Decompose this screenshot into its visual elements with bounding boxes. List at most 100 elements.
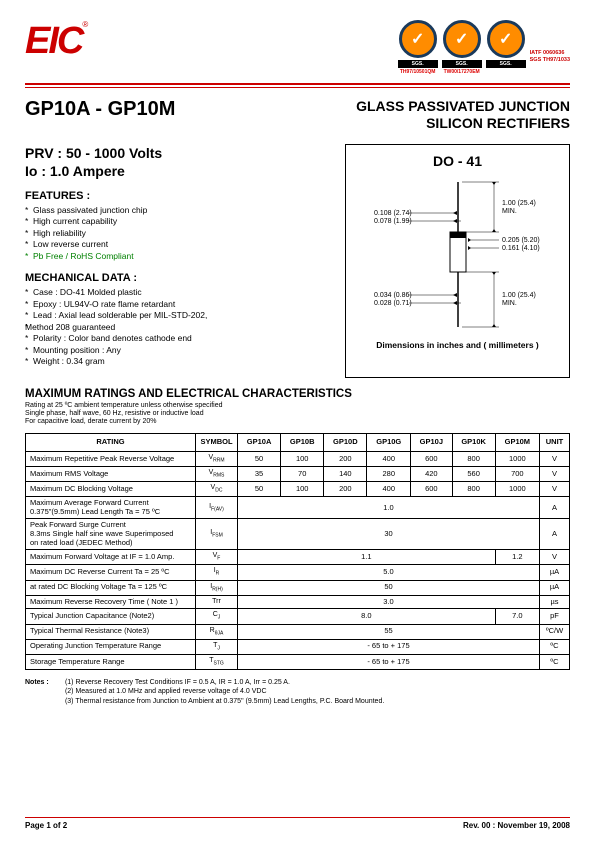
- ratings-heading: MAXIMUM RATINGS AND ELECTRICAL CHARACTER…: [25, 388, 570, 400]
- table-row: Peak Forward Surge Current8.3ms Single h…: [26, 519, 570, 550]
- rating-symbol: IF(AV): [196, 497, 238, 519]
- features-heading: FEATURES :: [25, 190, 330, 202]
- logo-text: EIC: [25, 20, 82, 63]
- rating-value: 400: [367, 482, 411, 497]
- rating-value: 30: [238, 519, 540, 550]
- rating-symbol: VF: [196, 550, 238, 565]
- rating-value: 35: [238, 466, 281, 481]
- mech-item: Epoxy : UL94V-O rate flame retardant: [25, 299, 330, 310]
- certifications: ✓ SGS. TH97/10501QM ✓ SGS. TW00/17270EM …: [398, 20, 570, 75]
- package-outline-box: DO - 41 0.108 (2.74) 0.078 (1.99) 1.00 (…: [345, 144, 570, 378]
- footer-divider: [25, 817, 570, 818]
- ratings-sub2: Single phase, half wave, 60 Hz, resistiv…: [25, 410, 570, 418]
- cert-sgs: SGS.: [398, 60, 438, 68]
- title-row: GP10A - GP10M GLASS PASSIVATED JUNCTION …: [25, 98, 570, 132]
- rating-symbol: CJ: [196, 609, 238, 624]
- registered-mark: ®: [82, 20, 88, 29]
- cert-label: TW00/17270EM: [442, 69, 482, 75]
- rating-unit: A: [540, 497, 570, 519]
- rating-value: 70: [281, 466, 324, 481]
- page-header: EIC ® ✓ SGS. TH97/10501QM ✓ SGS. TW00/17…: [25, 20, 570, 75]
- divider-thin: [25, 87, 570, 88]
- dim-lead-dia-top: 0.108 (2.74): [374, 210, 412, 217]
- features-list: Glass passivated junction chip High curr…: [25, 205, 330, 262]
- cert-badge-2: ✓ SGS. TW00/17270EM: [442, 20, 482, 75]
- mech-item: Lead : Axial lead solderable per MIL-STD…: [25, 310, 330, 321]
- mechanical-heading: MECHANICAL DATA :: [25, 272, 330, 284]
- rating-value: 200: [324, 451, 367, 466]
- page-number: Page 1 of 2: [25, 821, 67, 830]
- footer-row: Page 1 of 2 Rev. 00 : November 19, 2008: [25, 821, 570, 830]
- cert-side-labels: IATF 0060636 SGS TH97/1033: [530, 20, 570, 64]
- rating-value: 7.0: [495, 609, 539, 624]
- divider-thick: [25, 83, 570, 85]
- rating-value: 8.0: [238, 609, 496, 624]
- prv-spec: PRV : 50 - 1000 Volts: [25, 144, 330, 162]
- table-row: Maximum Average Forward Current0.375"(9.…: [26, 497, 570, 519]
- note-1: (1) Reverse Recovery Test Conditions IF …: [65, 678, 568, 687]
- notes-section: Notes : (1) Reverse Recovery Test Condit…: [25, 678, 570, 706]
- rating-value: 50: [238, 580, 540, 595]
- dim-body-dia-top: 0.205 (5.20): [502, 237, 540, 244]
- rating-value: 50: [238, 451, 281, 466]
- feature-item: Glass passivated junction chip: [25, 205, 330, 216]
- col-part: GP10J: [411, 433, 452, 451]
- table-row: Typical Junction Capacitance (Note2)CJ8.…: [26, 609, 570, 624]
- rating-value: 700: [495, 466, 539, 481]
- rating-label: at rated DC Blocking Voltage Ta = 125 ºC: [26, 580, 196, 595]
- package-diagram: 0.108 (2.74) 0.078 (1.99) 1.00 (25.4) MI…: [354, 177, 562, 332]
- col-part: GP10K: [452, 433, 495, 451]
- rating-unit: pF: [540, 609, 570, 624]
- mechanical-list: Case : DO-41 Molded plastic Epoxy : UL94…: [25, 287, 330, 367]
- rating-unit: V: [540, 466, 570, 481]
- rating-value: 600: [411, 482, 452, 497]
- dim-body-len: 1.00 (25.4): [502, 292, 536, 299]
- note-3: (3) Thermal resistance from Junction to …: [65, 697, 568, 706]
- rating-value: 50: [238, 482, 281, 497]
- dim-lead-len: 1.00 (25.4): [502, 200, 536, 207]
- notes-label: Notes :: [25, 678, 63, 687]
- col-part: GP10M: [495, 433, 539, 451]
- cert-icon: ✓: [399, 20, 437, 58]
- table-row: Maximum DC Reverse Current Ta = 25 ºCIR5…: [26, 565, 570, 580]
- rating-unit: µs: [540, 595, 570, 609]
- rating-label: Storage Temperature Range: [26, 654, 196, 669]
- cert-sgs: SGS.: [486, 60, 526, 68]
- main-content: PRV : 50 - 1000 Volts Io : 1.0 Ampere FE…: [25, 144, 570, 378]
- notes-body: (1) Reverse Recovery Test Conditions IF …: [65, 678, 568, 706]
- cert-sgs: SGS.: [442, 60, 482, 68]
- rating-unit: µA: [540, 580, 570, 595]
- ratings-sub3: For capacitive load, derate current by 2…: [25, 418, 570, 426]
- rating-label: Maximum DC Blocking Voltage: [26, 482, 196, 497]
- mech-item: Mounting position : Any: [25, 345, 330, 356]
- rating-label: Maximum Reverse Recovery Time ( Note 1 ): [26, 595, 196, 609]
- rating-label: Maximum Average Forward Current0.375"(9.…: [26, 497, 196, 519]
- mech-item: Case : DO-41 Molded plastic: [25, 287, 330, 298]
- feature-item: High reliability: [25, 228, 330, 239]
- col-part: GP10B: [281, 433, 324, 451]
- col-part: GP10G: [367, 433, 411, 451]
- dim-wire-bot: 0.028 (0.71): [374, 300, 412, 307]
- rating-value: 3.0: [238, 595, 540, 609]
- dim-lead-min: MIN.: [502, 208, 517, 215]
- rating-unit: µA: [540, 565, 570, 580]
- rating-unit: ºC/W: [540, 624, 570, 639]
- rating-value: 420: [411, 466, 452, 481]
- mech-item-cont: Method 208 guaranteed: [25, 322, 330, 333]
- rating-symbol: VRMS: [196, 466, 238, 481]
- rating-label: Typical Thermal Resistance (Note3): [26, 624, 196, 639]
- revision-date: Rev. 00 : November 19, 2008: [463, 821, 570, 830]
- rating-unit: V: [540, 482, 570, 497]
- mech-item: Weight : 0.34 gram: [25, 356, 330, 367]
- table-row: Maximum RMS VoltageVRMS35701402804205607…: [26, 466, 570, 481]
- rating-value: 100: [281, 482, 324, 497]
- rating-symbol: IFSM: [196, 519, 238, 550]
- rating-label: Peak Forward Surge Current8.3ms Single h…: [26, 519, 196, 550]
- rating-symbol: IR(H): [196, 580, 238, 595]
- part-number: GP10A - GP10M: [25, 98, 175, 132]
- mech-item: Polarity : Color band denotes cathode en…: [25, 333, 330, 344]
- rating-label: Typical Junction Capacitance (Note2): [26, 609, 196, 624]
- rating-label: Maximum RMS Voltage: [26, 466, 196, 481]
- table-row: Maximum Repetitive Peak Reverse VoltageV…: [26, 451, 570, 466]
- rating-symbol: VDC: [196, 482, 238, 497]
